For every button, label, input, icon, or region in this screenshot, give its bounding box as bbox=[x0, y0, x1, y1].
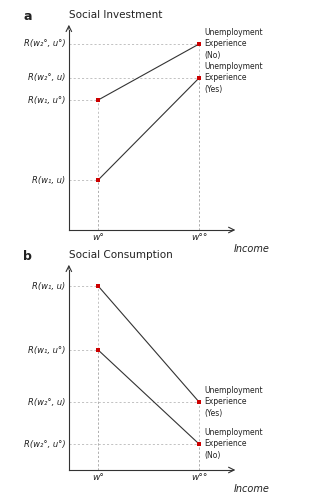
Text: Unemployment
Experience
(No): Unemployment Experience (No) bbox=[204, 28, 263, 60]
Text: R(w₁, u): R(w₁, u) bbox=[33, 282, 66, 290]
Text: Social Consumption: Social Consumption bbox=[69, 250, 172, 260]
Text: Unemployment
Experience
(Yes): Unemployment Experience (Yes) bbox=[204, 386, 263, 418]
Text: R(w₂°, u°): R(w₂°, u°) bbox=[24, 440, 66, 448]
Text: R(w₁, u°): R(w₁, u°) bbox=[28, 346, 66, 354]
Text: Income: Income bbox=[233, 484, 269, 494]
Text: b: b bbox=[23, 250, 32, 263]
Text: R(w₂°, u): R(w₂°, u) bbox=[28, 398, 66, 406]
Text: Social Investment: Social Investment bbox=[69, 10, 162, 20]
Text: Unemployment
Experience
(Yes): Unemployment Experience (Yes) bbox=[204, 62, 263, 94]
Text: R(w₂°, u°): R(w₂°, u°) bbox=[24, 40, 66, 48]
Text: Income: Income bbox=[233, 244, 269, 254]
Text: R(w₁, u°): R(w₁, u°) bbox=[28, 96, 66, 104]
Text: R(w₁, u): R(w₁, u) bbox=[33, 176, 66, 184]
Text: R(w₂°, u): R(w₂°, u) bbox=[28, 74, 66, 82]
Text: a: a bbox=[23, 10, 32, 23]
Text: Unemployment
Experience
(No): Unemployment Experience (No) bbox=[204, 428, 263, 460]
